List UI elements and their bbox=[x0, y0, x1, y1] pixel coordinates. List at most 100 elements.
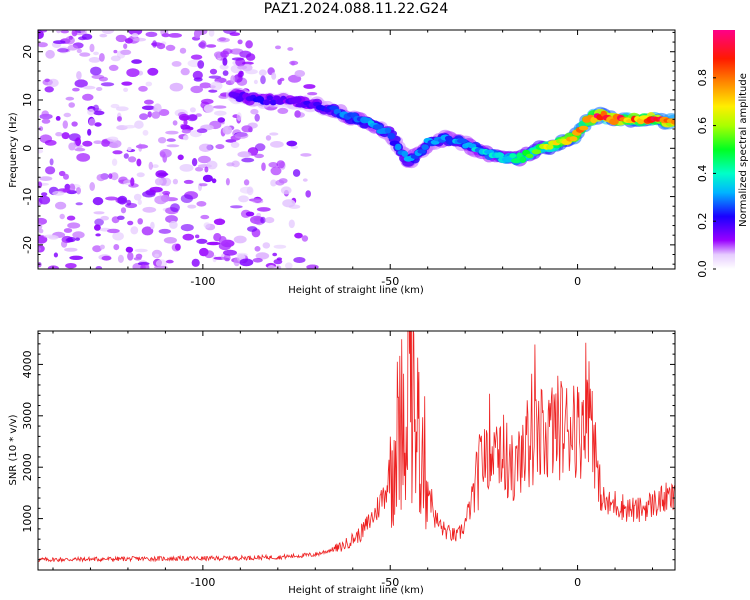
noise-speckle bbox=[236, 112, 242, 122]
noise-speckle bbox=[67, 44, 79, 51]
noise-speckle bbox=[222, 70, 229, 76]
ridge-blob bbox=[525, 153, 534, 159]
colorbar-tick-label: 0.8 bbox=[696, 69, 709, 87]
noise-speckle bbox=[223, 249, 237, 256]
noise-speckle bbox=[108, 142, 118, 148]
noise-speckle bbox=[44, 139, 57, 146]
noise-speckle bbox=[179, 164, 194, 172]
noise-speckle bbox=[87, 128, 92, 136]
noise-speckle bbox=[253, 79, 258, 85]
noise-speckle bbox=[147, 111, 152, 118]
ridge-blob bbox=[457, 138, 468, 144]
noise-speckle bbox=[92, 245, 102, 253]
noise-speckle bbox=[61, 132, 70, 140]
noise-speckle bbox=[101, 255, 112, 261]
noise-speckle bbox=[223, 254, 231, 262]
noise-speckle bbox=[287, 47, 294, 51]
noise-speckle bbox=[141, 226, 154, 236]
noise-speckle bbox=[187, 204, 197, 209]
noise-speckle bbox=[195, 113, 202, 117]
noise-speckle bbox=[131, 33, 139, 38]
noise-speckle bbox=[201, 98, 214, 105]
noise-speckle bbox=[52, 190, 65, 196]
noise-speckle bbox=[117, 116, 122, 122]
noise-speckle bbox=[74, 79, 88, 88]
noise-speckle bbox=[305, 190, 312, 198]
noise-speckle bbox=[63, 112, 72, 118]
noise-speckle bbox=[294, 232, 303, 239]
noise-speckle bbox=[183, 179, 194, 184]
noise-speckle bbox=[165, 44, 176, 52]
noise-speckle bbox=[202, 174, 213, 183]
noise-speckle bbox=[100, 82, 115, 87]
noise-speckle bbox=[235, 57, 246, 67]
snr-panel: 1000 2000 3000 4000 -100 -50 0 Height of stra… bbox=[8, 330, 676, 596]
noise-speckle bbox=[154, 253, 160, 258]
noise-speckle bbox=[222, 125, 233, 135]
noise-speckle bbox=[68, 102, 75, 108]
noise-speckle bbox=[88, 118, 96, 126]
noise-speckle bbox=[191, 158, 198, 167]
y-tick-label: 3000 bbox=[21, 402, 34, 430]
noise-speckle bbox=[93, 51, 99, 56]
noise-speckle bbox=[127, 251, 134, 261]
noise-speckle bbox=[120, 49, 132, 55]
noise-speckle bbox=[255, 143, 266, 152]
noise-speckle bbox=[136, 158, 142, 167]
noise-speckle bbox=[270, 179, 277, 187]
noise-speckle bbox=[45, 166, 56, 175]
noise-speckle bbox=[255, 252, 270, 260]
noise-speckle bbox=[38, 149, 44, 154]
noise-speckle bbox=[254, 153, 264, 159]
noise-speckle bbox=[303, 84, 316, 89]
noise-speckle bbox=[94, 224, 101, 231]
x-tick-label: 0 bbox=[574, 576, 581, 589]
noise-speckle bbox=[44, 86, 54, 93]
noise-speckle bbox=[270, 141, 284, 148]
noise-speckle bbox=[196, 201, 207, 207]
noise-speckle bbox=[148, 161, 153, 170]
noise-speckle bbox=[110, 172, 119, 181]
x-tick-label: -100 bbox=[190, 576, 215, 589]
noise-speckle bbox=[237, 65, 248, 70]
noise-speckle bbox=[48, 235, 59, 240]
spectrogram-x-ticks: -100 -50 0 bbox=[52, 30, 654, 288]
noise-speckle bbox=[222, 57, 228, 66]
noise-speckle bbox=[92, 197, 104, 206]
noise-speckle bbox=[38, 228, 44, 234]
noise-speckle bbox=[76, 153, 91, 162]
noise-speckle bbox=[158, 228, 171, 234]
noise-speckle bbox=[93, 110, 105, 116]
noise-speckle bbox=[66, 215, 76, 221]
noise-speckle bbox=[260, 75, 266, 85]
noise-speckle bbox=[169, 82, 184, 92]
noise-speckle bbox=[69, 183, 76, 192]
noise-speckle bbox=[171, 61, 182, 67]
noise-speckle bbox=[219, 64, 229, 70]
noise-speckle bbox=[206, 160, 218, 170]
snr-x-axis-label: Height of straight line (km) bbox=[288, 585, 424, 596]
noise-speckle bbox=[98, 76, 108, 82]
ridge-blob bbox=[590, 116, 597, 124]
noise-speckle bbox=[107, 228, 120, 234]
ridge-blob bbox=[266, 95, 274, 101]
colorbar: 0.0 0.2 0.4 0.6 0.8 Normalized spectral ampl… bbox=[696, 30, 749, 278]
noise-speckle bbox=[56, 30, 61, 34]
y-tick-label: 1000 bbox=[21, 505, 34, 533]
noise-speckle bbox=[155, 170, 167, 178]
noise-speckle bbox=[198, 143, 212, 152]
noise-speckle bbox=[245, 211, 255, 217]
noise-speckle bbox=[268, 162, 279, 168]
noise-speckle bbox=[41, 118, 51, 124]
noise-speckle bbox=[169, 220, 178, 229]
noise-speckle bbox=[180, 115, 191, 121]
noise-speckle bbox=[172, 178, 178, 185]
noise-speckle bbox=[241, 125, 253, 133]
noise-speckle bbox=[154, 178, 163, 186]
noise-speckle bbox=[214, 110, 227, 116]
noise-speckle bbox=[89, 182, 95, 191]
noise-speckle bbox=[111, 216, 120, 224]
noise-speckle bbox=[166, 144, 180, 148]
noise-speckle bbox=[180, 67, 190, 76]
noise-speckle bbox=[38, 247, 41, 251]
